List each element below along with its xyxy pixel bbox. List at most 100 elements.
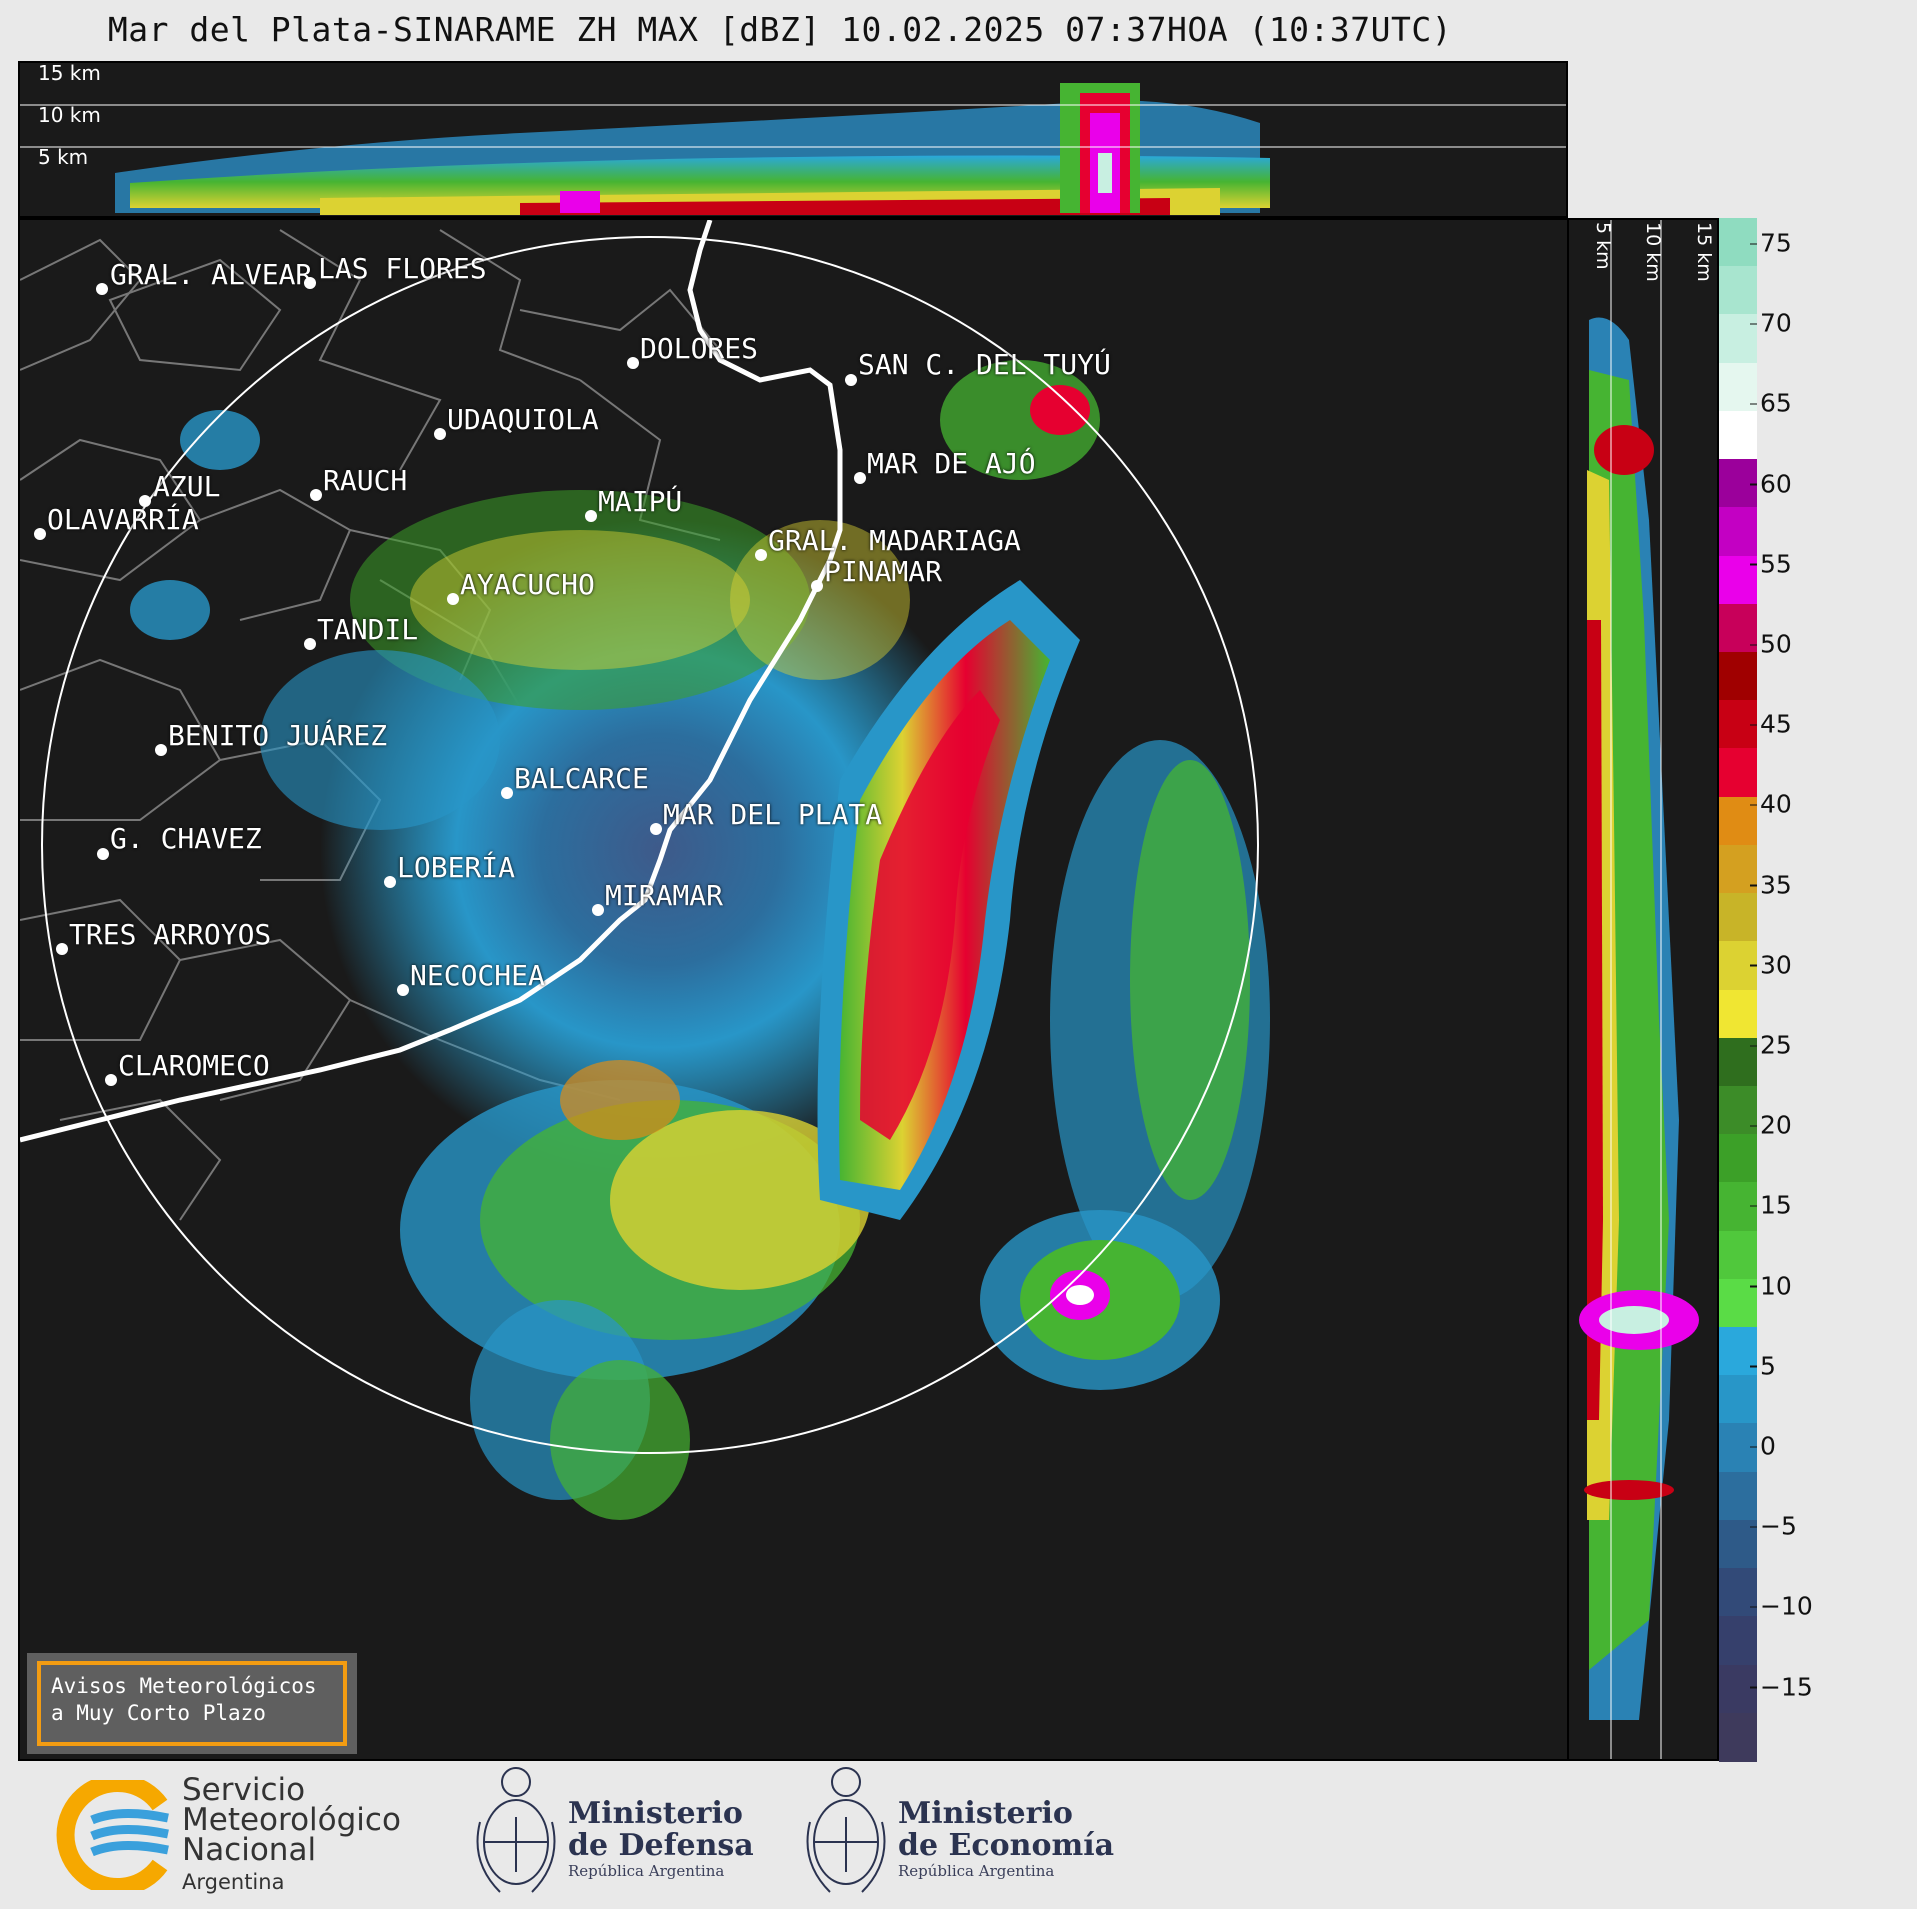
colorbar-tick-label: 50 [1750,629,1792,659]
city-label-las-flores: LAS FLORES [318,252,487,285]
city-label-ayacucho: AYACUCHO [460,568,595,601]
side-height-label-5: 5 km [1592,222,1614,270]
city-label-rauch: RAUCH [323,464,408,497]
city-label-loberia: LOBERÍA [397,851,516,884]
top-height-label-5: 5 km [38,145,89,169]
colorbar-tick-label: 10 [1750,1271,1792,1301]
city-dot-gral-madariaga [755,549,767,561]
city-dot-gral-alvear [96,283,108,295]
city-dot-las-flores [304,277,316,289]
avisos-box: Avisos Meteorológicos a Muy Corto Plazo [27,1653,357,1754]
colorbar-segment [1719,651,1757,702]
defensa-logo-text: Ministerio de Defensa República Argentin… [568,1796,754,1881]
city-label-necochea: NECOCHEA [410,959,545,992]
defensa-sub: República Argentina [568,1862,725,1880]
colorbar-segment [1719,1134,1757,1184]
colorbar-segment [1719,1423,1757,1473]
colorbar-tick-label: 30 [1750,950,1792,980]
top-height-label-15: 15 km [38,61,101,85]
dbz-colorbar [1719,218,1757,1762]
colorbar-segment [1719,989,1757,1039]
city-dot-dolores [627,357,639,369]
smn-logo-icon [56,1780,169,1890]
colorbar-segment [1719,218,1757,268]
city-label-maipu: MAIPÚ [598,485,683,518]
city-label-azul: AZUL [153,470,221,503]
colorbar-tick-label: 65 [1750,388,1792,418]
colorbar-segment [1719,1568,1757,1618]
colorbar-segment [1719,314,1757,364]
city-dot-necochea [397,984,409,996]
economia-coat-of-arms-icon [806,1767,886,1893]
city-dot-mar-del-plata [650,823,662,835]
city-dot-miramar [592,904,604,916]
city-dot-tres-arroyos [56,943,68,955]
colorbar-tick-label: 55 [1750,549,1792,579]
city-label-claromeco: CLAROMECO [118,1049,270,1082]
city-label-olavarria: OLAVARRÍA [47,503,199,536]
colorbar-segment [1719,1712,1757,1762]
colorbar-tick-label: 35 [1750,870,1792,900]
radar-map [20,220,1270,1520]
city-dot-benito-juarez [155,744,167,756]
defensa-line-2: de Defensa [568,1828,754,1863]
top-cross-section-image [20,83,1566,215]
chart-title: Mar del Plata-SINARAME ZH MAX [dBZ] 10.0… [107,10,1453,49]
colorbar-segment [1719,1664,1757,1714]
city-dot-tandil [304,638,316,650]
avisos-line-1: Avisos Meteorológicos [51,1674,317,1698]
city-label-balcarce: BALCARCE [514,762,649,795]
colorbar-segment [1719,1230,1757,1280]
colorbar-tick-label: 70 [1750,308,1792,338]
city-dot-udaquiola [434,428,446,440]
colorbar-segment [1719,1375,1757,1425]
colorbar-tick-label: −5 [1750,1511,1797,1541]
city-label-mar-del-plata: MAR DEL PLATA [663,798,883,831]
colorbar-tick-label: 0 [1750,1431,1776,1461]
side-cross-section-panel [1567,218,1719,1761]
colorbar-segment [1719,507,1757,557]
colorbar-segment [1719,844,1757,895]
top-height-label-10: 10 km [38,103,101,127]
smn-line-2: Meteorológico [182,1802,401,1838]
colorbar-segment [1719,266,1757,316]
avisos-line-2: a Muy Corto Plazo [51,1701,266,1725]
smn-logo-text: Servicio Meteorológico Nacional Argentin… [182,1775,401,1897]
side-height-label-15: 15 km [1693,222,1715,282]
city-dot-ayacucho [447,593,459,605]
city-dot-maipu [585,510,597,522]
avisos-inner: Avisos Meteorológicos a Muy Corto Plazo [37,1661,347,1746]
colorbar-segment [1719,1085,1757,1136]
colorbar-tick-label: 25 [1750,1030,1792,1060]
colorbar-segment [1719,748,1757,798]
city-dot-san-clemente [845,374,857,386]
city-label-gral-alvear: GRAL. ALVEAR [110,258,313,291]
city-label-dolores: DOLORES [640,332,759,365]
colorbar-tick-label: 15 [1750,1190,1792,1220]
colorbar-tick-label: −15 [1750,1672,1813,1702]
colorbar-segment [1719,1616,1757,1666]
colorbar-segment [1719,1471,1757,1521]
colorbar-segment [1719,1327,1757,1377]
city-dot-olavarria [34,528,46,540]
smn-line-3: Nacional [182,1832,317,1868]
colorbar-tick-label: 40 [1750,789,1792,819]
city-dot-azul [139,495,151,507]
economia-logo-text: Ministerio de Economía República Argenti… [898,1798,1114,1881]
colorbar-tick-label: 20 [1750,1110,1792,1140]
smn-country: Argentina [182,1870,285,1894]
side-height-label-10: 10 km [1642,222,1664,282]
colorbar-segment [1719,1182,1757,1232]
city-label-pinamar: PINAMAR [824,555,943,588]
colorbar-segment [1719,1519,1757,1570]
city-label-gral-madariaga: GRAL. MADARIAGA [768,524,1021,557]
colorbar-segment [1719,603,1757,653]
city-dot-mar-de-ajo [854,472,866,484]
defensa-line-1: Ministerio [568,1796,743,1831]
defensa-coat-of-arms-icon [476,1767,556,1893]
colorbar-tick-label: −10 [1750,1591,1813,1621]
city-label-miramar: MIRAMAR [605,879,724,912]
colorbar-tick-label: 75 [1750,228,1792,258]
city-dot-rauch [310,489,322,501]
colorbar-tick-label: 45 [1750,709,1792,739]
